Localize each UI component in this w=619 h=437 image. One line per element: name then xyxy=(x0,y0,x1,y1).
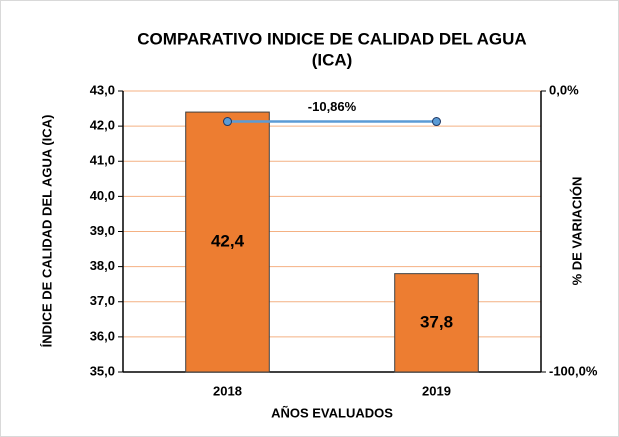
y-axis-label: ÍNDICE DE CALIDAD DEL AGUA (ICA) xyxy=(39,115,54,348)
y2-tick-label: 0,0% xyxy=(549,82,579,97)
y2-axis-label: % DE VARIACIÓN xyxy=(569,177,584,286)
y-tick-label: 35,0 xyxy=(90,363,115,378)
data-label: 37,8 xyxy=(420,312,453,331)
chart-title: COMPARATIVO INDICE DE CALIDAD DEL AGUA xyxy=(137,29,526,48)
x-tick-label: 2019 xyxy=(422,383,451,398)
chart-title: (ICA) xyxy=(312,50,353,69)
bar xyxy=(185,111,270,373)
y-tick-label: 36,0 xyxy=(90,328,115,343)
y-tick-label: 42,0 xyxy=(90,118,115,133)
line-marker xyxy=(223,117,232,127)
annotation: -10,86% xyxy=(308,99,357,114)
data-label: 42,4 xyxy=(211,232,245,251)
x-tick-label: 2018 xyxy=(213,383,242,398)
y-tick-label: 38,0 xyxy=(90,258,115,273)
y2-tick-label: -100,0% xyxy=(549,363,598,378)
y-tick-label: 37,0 xyxy=(90,293,115,308)
y-tick-label: 43,0 xyxy=(90,82,115,97)
bar xyxy=(394,273,479,373)
y-tick-label: 39,0 xyxy=(90,223,115,238)
y-tick-label: 40,0 xyxy=(90,188,115,203)
x-axis-label: AÑOS EVALUADOS xyxy=(271,405,393,420)
y-tick-label: 41,0 xyxy=(90,153,115,168)
line-marker xyxy=(432,117,441,127)
